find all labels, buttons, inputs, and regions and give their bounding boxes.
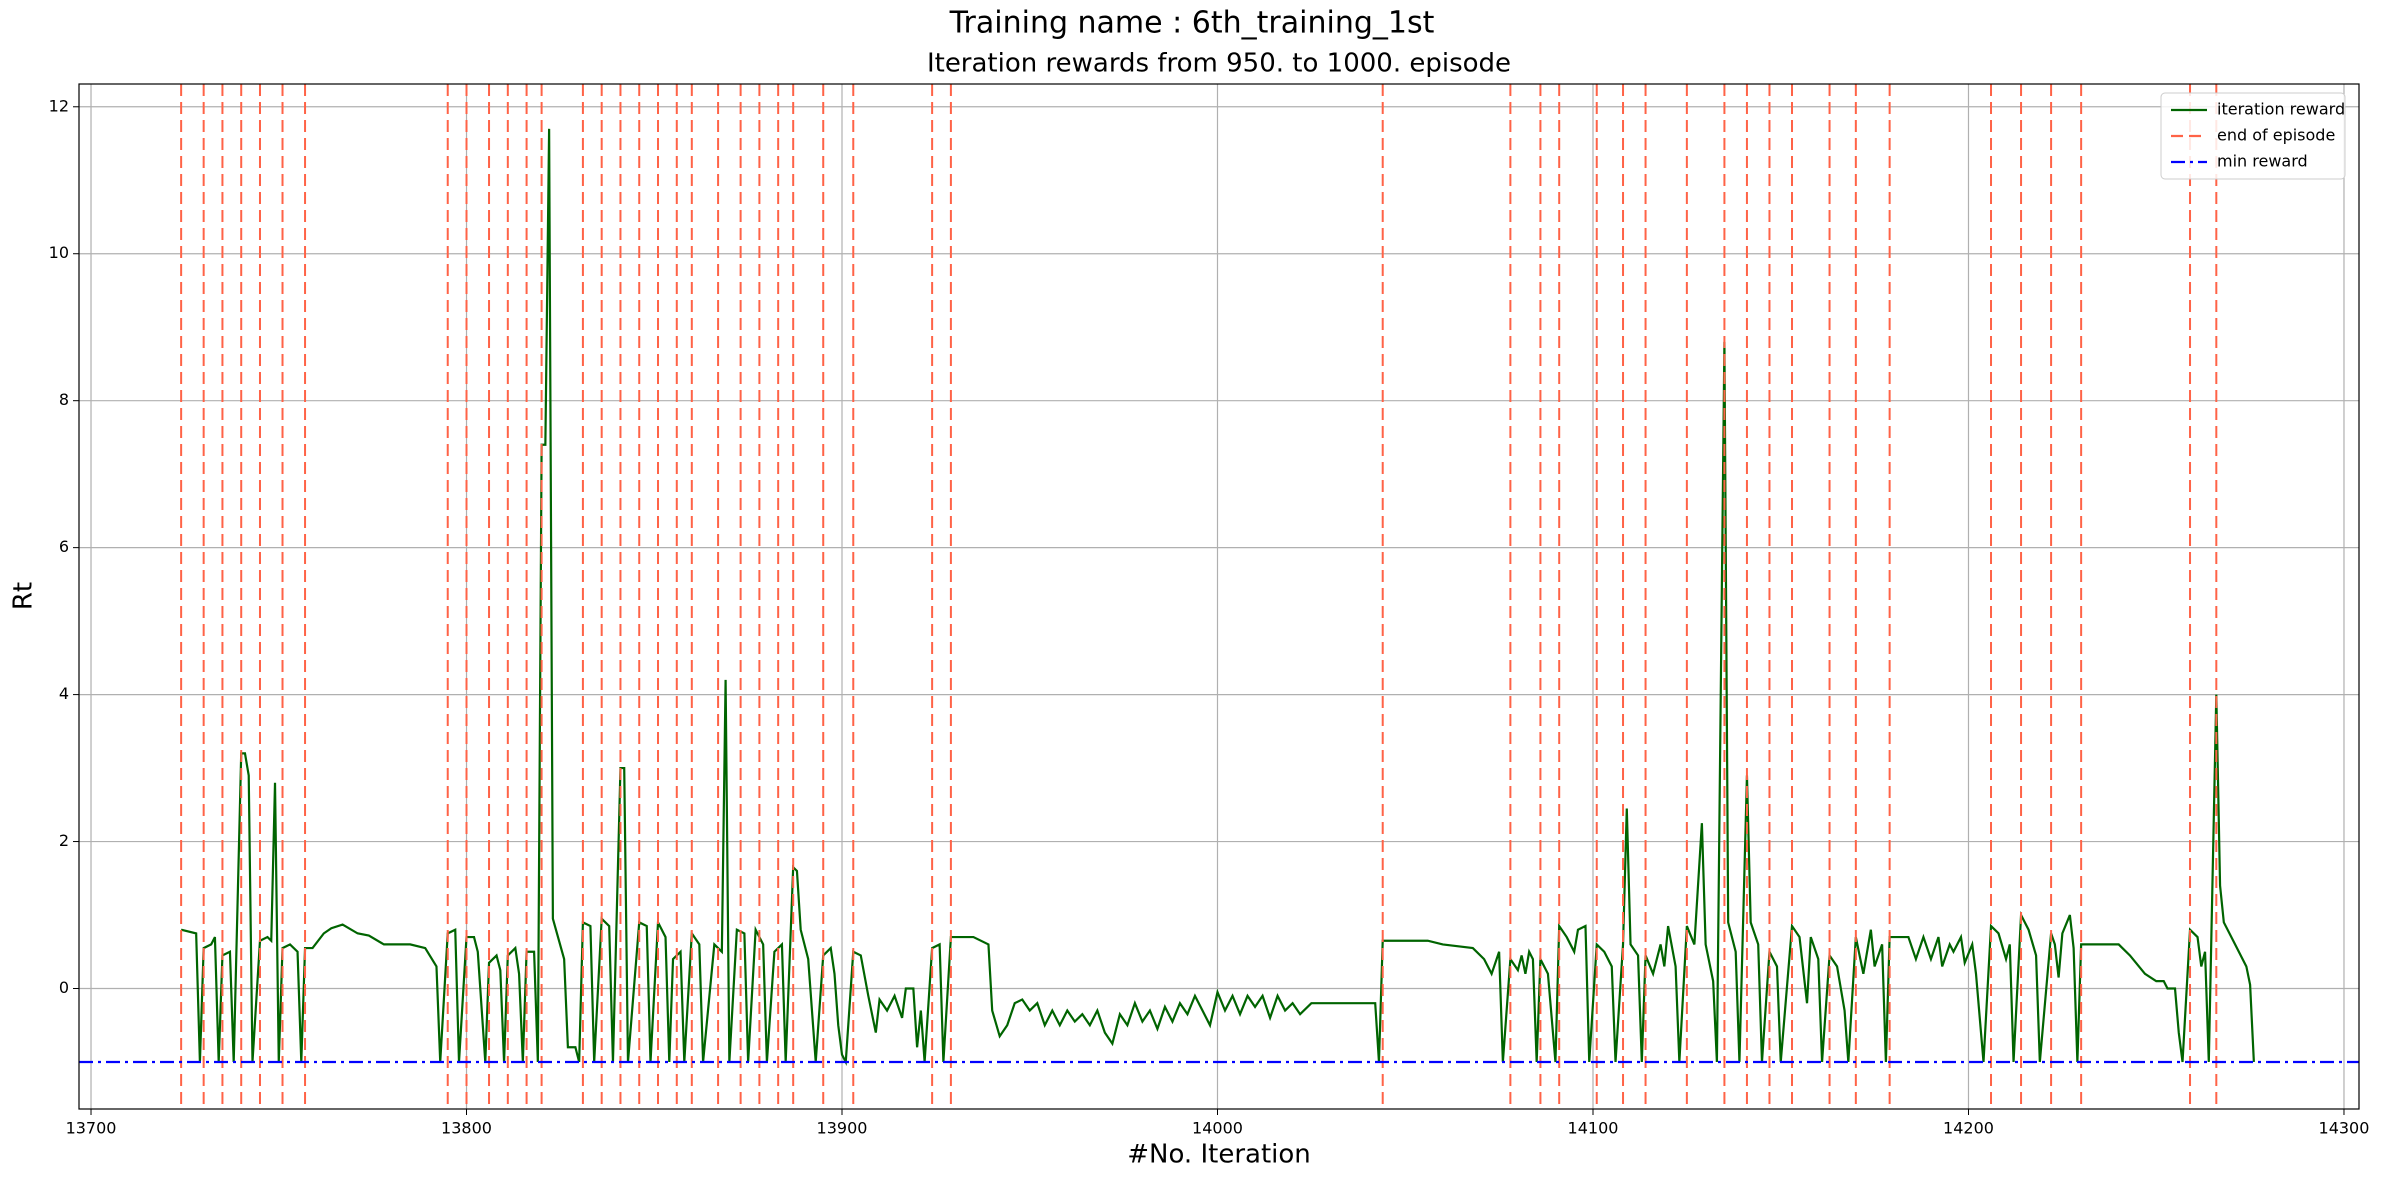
y-tick-label: 2 <box>59 831 69 850</box>
x-axis-label: #No. Iteration <box>1127 1140 1311 1170</box>
reward-line <box>180 128 2255 1067</box>
legend-box <box>2160 92 2346 180</box>
x-tick-label: 14000 <box>1192 1119 1243 1138</box>
y-tick-label: 8 <box>59 390 69 409</box>
legend-label: end of episode <box>2217 126 2335 145</box>
x-tick-label: 13900 <box>817 1119 868 1138</box>
chart-title: Training name : 6th_training_1st <box>949 6 1435 41</box>
x-tick-label: 14100 <box>1568 1119 1619 1138</box>
x-tick-label: 14300 <box>2319 1119 2370 1138</box>
plot-area <box>79 84 2359 1109</box>
y-axis-label: Rt <box>9 582 39 610</box>
y-tick-label: 6 <box>59 537 69 556</box>
plot-frame <box>78 83 2360 1110</box>
y-tick-label: 4 <box>59 684 69 703</box>
y-tick-label: 0 <box>59 978 69 997</box>
y-tick-label: 10 <box>49 243 69 262</box>
y-tick-label: 12 <box>49 96 69 115</box>
legend-label: iteration reward <box>2217 100 2345 119</box>
chart-subtitle: Iteration rewards from 950. to 1000. epi… <box>927 49 1511 79</box>
x-tick-label: 14200 <box>1943 1119 1994 1138</box>
x-tick-label: 13800 <box>441 1119 492 1138</box>
x-tick-label: 13700 <box>66 1119 117 1138</box>
legend-label: min reward <box>2217 152 2308 171</box>
